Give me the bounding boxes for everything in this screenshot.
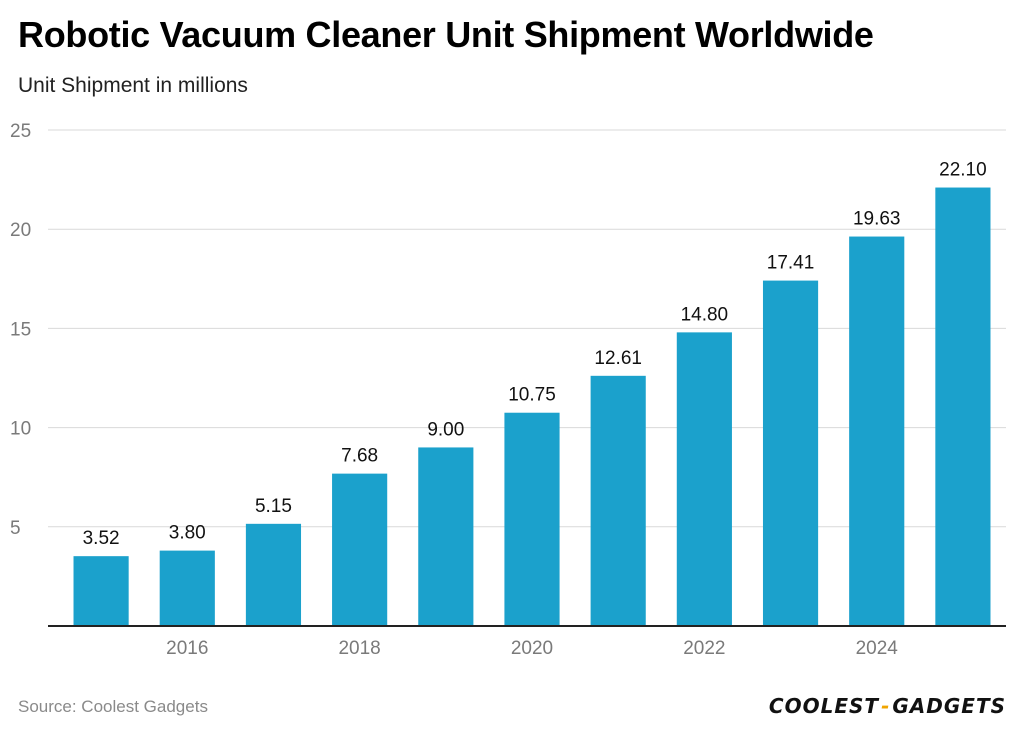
y-tick-label: 10 bbox=[10, 419, 31, 440]
y-tick-label: 5 bbox=[10, 518, 21, 539]
y-tick-label: 15 bbox=[10, 319, 31, 340]
chart-subtitle: Unit Shipment in millions bbox=[18, 74, 248, 97]
bar bbox=[73, 556, 129, 626]
bar bbox=[849, 236, 905, 626]
bar-value-label: 5.15 bbox=[255, 496, 292, 517]
bar-value-label: 17.41 bbox=[767, 253, 815, 274]
x-tick-label: 2020 bbox=[511, 638, 553, 659]
bar-value-label: 3.80 bbox=[169, 523, 206, 544]
bar-value-label: 10.75 bbox=[508, 385, 556, 406]
bar-value-label: 14.80 bbox=[681, 304, 729, 325]
logo-text-part2: GADGETS bbox=[892, 694, 1006, 718]
bar-value-label: 9.00 bbox=[427, 419, 464, 440]
x-tick-label: 2018 bbox=[338, 638, 380, 659]
y-tick-label: 25 bbox=[10, 121, 31, 142]
bar-value-label: 7.68 bbox=[341, 446, 378, 467]
x-tick-label: 2024 bbox=[856, 638, 899, 659]
bar-value-label: 3.52 bbox=[83, 528, 120, 549]
bar bbox=[935, 187, 991, 626]
x-tick-label: 2022 bbox=[683, 638, 725, 659]
logo-text-part1: COOLEST bbox=[768, 694, 880, 718]
bar bbox=[332, 473, 388, 626]
brand-logo: COOLEST - GADGETS bbox=[769, 694, 1006, 718]
bar bbox=[504, 412, 560, 626]
bar bbox=[418, 447, 474, 626]
bar-value-label: 22.10 bbox=[939, 160, 987, 181]
logo-separator: - bbox=[881, 694, 891, 718]
bar-value-label: 12.61 bbox=[594, 348, 642, 369]
bar bbox=[762, 280, 819, 626]
source-note: Source: Coolest Gadgets bbox=[18, 697, 208, 716]
bar bbox=[676, 332, 732, 626]
bar bbox=[159, 550, 215, 626]
x-tick-label: 2016 bbox=[166, 638, 208, 659]
bar bbox=[590, 375, 646, 626]
chart-title: Robotic Vacuum Cleaner Unit Shipment Wor… bbox=[18, 14, 874, 55]
y-tick-label: 20 bbox=[10, 220, 31, 241]
bar bbox=[245, 523, 302, 626]
bar-value-label: 19.63 bbox=[853, 209, 901, 230]
